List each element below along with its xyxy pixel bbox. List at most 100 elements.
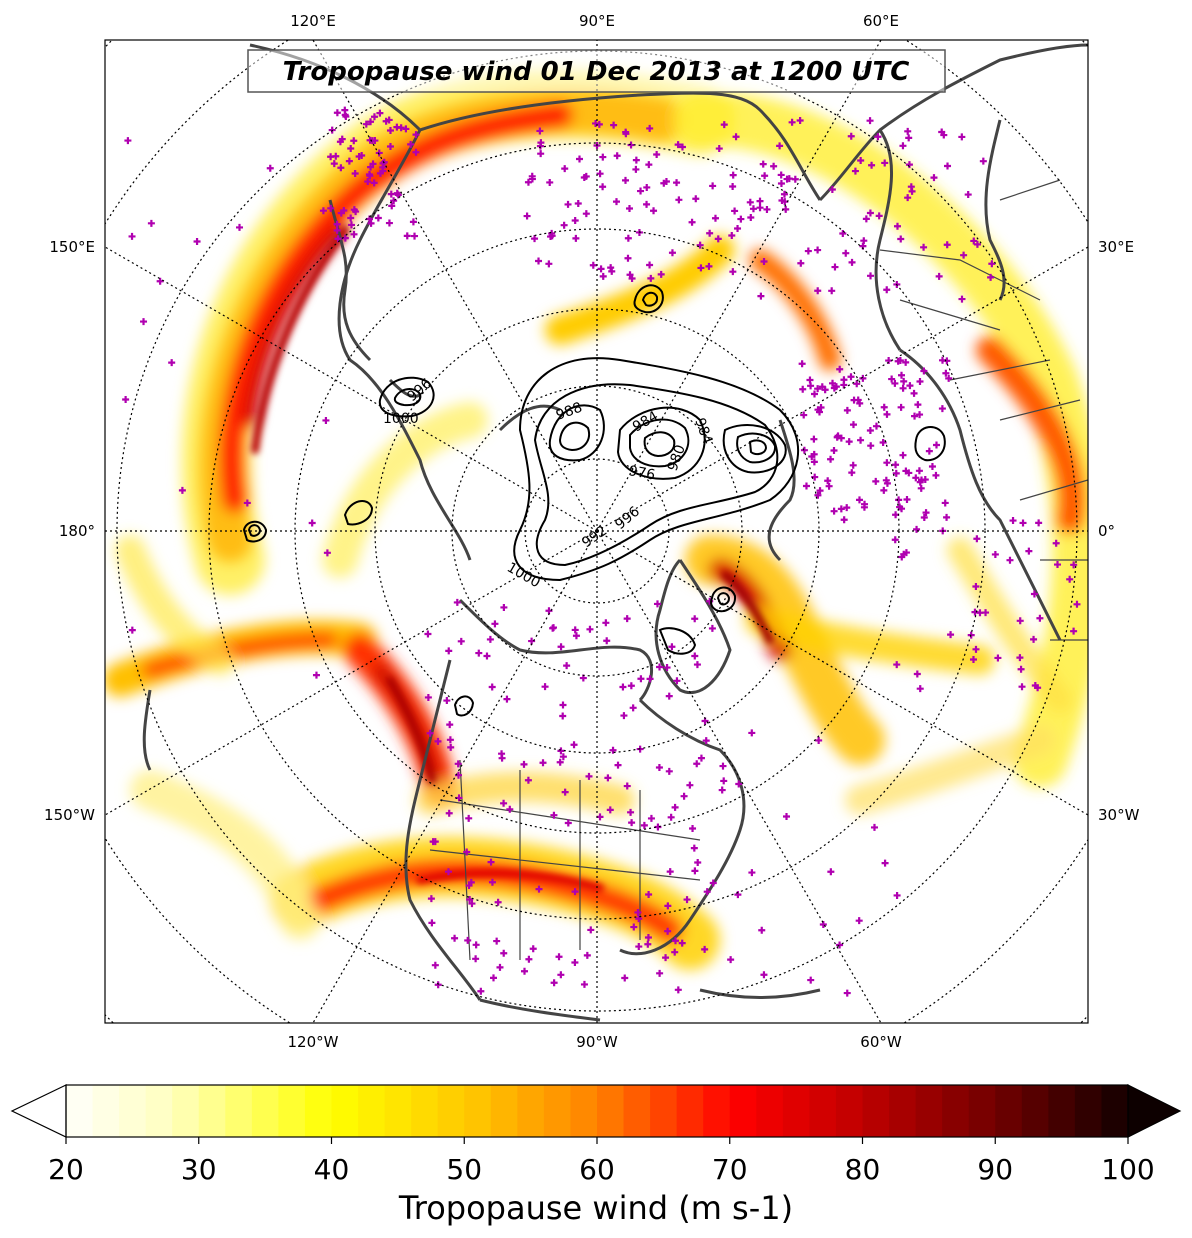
station-marker [500, 799, 508, 807]
colorbar-bin [517, 1085, 545, 1137]
station-marker [915, 467, 923, 475]
station-marker [760, 971, 768, 979]
station-marker [970, 237, 978, 245]
station-marker [624, 254, 632, 262]
station-marker [602, 619, 610, 627]
contour-label: 976 [627, 463, 656, 483]
station-marker [906, 382, 914, 390]
station-marker [606, 806, 614, 814]
colorbar-tick-label: 90 [977, 1153, 1013, 1186]
station-marker [382, 117, 390, 125]
station-marker [468, 900, 476, 908]
station-marker [350, 206, 358, 214]
colorbar-bin [331, 1085, 359, 1137]
station-marker [347, 214, 355, 222]
station-marker [640, 821, 648, 829]
station-marker [124, 137, 132, 145]
station-marker [529, 945, 537, 953]
station-marker [972, 645, 980, 653]
station-marker [637, 675, 645, 683]
station-marker [637, 187, 645, 195]
station-marker [312, 671, 320, 679]
station-marker [571, 888, 579, 896]
station-marker [943, 241, 951, 249]
station-marker [881, 159, 889, 167]
station-marker [646, 124, 654, 132]
station-marker [345, 157, 353, 165]
station-marker [498, 754, 506, 762]
station-marker [664, 927, 672, 935]
station-marker [364, 178, 372, 186]
station-marker [156, 277, 164, 285]
station-marker [1006, 556, 1014, 564]
station-marker [705, 262, 713, 270]
station-marker [964, 191, 972, 199]
lon-label-left: 150°E [49, 238, 95, 256]
colorbar-bin [729, 1085, 757, 1137]
station-marker [545, 260, 553, 268]
station-marker [763, 205, 771, 213]
station-marker [434, 981, 442, 989]
station-marker [369, 160, 377, 168]
station-marker [193, 237, 201, 245]
station-marker [696, 241, 704, 249]
station-marker [896, 356, 904, 364]
station-marker [776, 142, 784, 150]
station-marker [523, 212, 531, 220]
station-marker [914, 401, 922, 409]
station-markers [122, 106, 1081, 997]
station-marker [759, 160, 767, 168]
colorbar-bin [92, 1085, 120, 1137]
lon-label-bottom: 90°W [576, 1033, 618, 1051]
station-marker [333, 109, 341, 117]
station-marker [537, 150, 545, 158]
station-marker [875, 212, 883, 220]
station-marker [697, 264, 705, 272]
station-marker [703, 888, 711, 896]
station-marker [671, 803, 679, 811]
station-marker [457, 637, 465, 645]
station-marker [561, 165, 569, 173]
station-marker [493, 937, 501, 945]
station-marker [494, 898, 502, 906]
station-marker [748, 729, 756, 737]
station-marker [506, 805, 514, 813]
station-marker [393, 189, 401, 197]
station-marker [645, 161, 653, 169]
station-marker [920, 367, 928, 375]
station-marker [814, 491, 822, 499]
station-marker [556, 758, 564, 766]
station-marker [855, 496, 863, 504]
station-marker [893, 222, 901, 230]
station-marker [892, 469, 900, 477]
station-marker [958, 295, 966, 303]
station-marker [943, 357, 951, 365]
station-marker [334, 235, 342, 243]
station-marker [599, 153, 607, 161]
station-marker [446, 736, 454, 744]
colorbar-bin [995, 1085, 1023, 1137]
station-marker [693, 760, 701, 768]
station-marker [128, 232, 136, 240]
station-marker [674, 141, 682, 149]
station-marker [816, 487, 824, 495]
station-marker [650, 207, 658, 215]
station-marker [624, 234, 632, 242]
station-marker [825, 482, 833, 490]
station-marker [727, 956, 735, 964]
station-marker [308, 519, 316, 527]
station-marker [628, 819, 636, 827]
colorbar-bin [1074, 1085, 1103, 1137]
station-marker [719, 762, 727, 770]
station-marker [709, 879, 717, 887]
station-marker [1073, 600, 1081, 608]
colorbar-bin [278, 1085, 306, 1137]
station-marker [607, 264, 615, 272]
colorbar-tick-label: 50 [446, 1153, 482, 1186]
station-marker [734, 224, 742, 232]
station-marker [973, 240, 981, 248]
station-marker [635, 943, 643, 951]
station-marker [653, 600, 661, 608]
station-marker [402, 125, 410, 133]
